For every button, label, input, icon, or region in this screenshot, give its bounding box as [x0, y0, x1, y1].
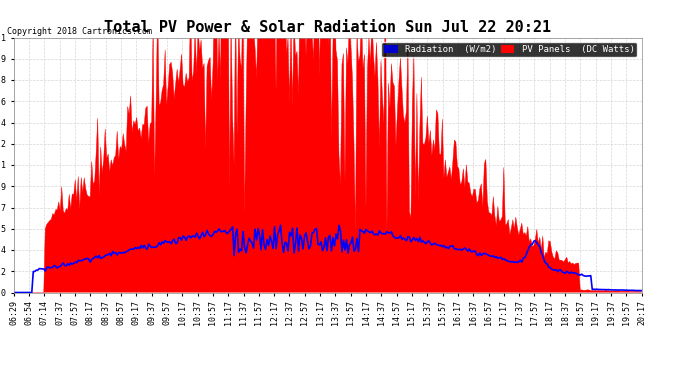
Legend: Radiation  (W/m2), PV Panels  (DC Watts): Radiation (W/m2), PV Panels (DC Watts)	[382, 42, 637, 57]
Text: Copyright 2018 Cartronics.com: Copyright 2018 Cartronics.com	[7, 27, 152, 36]
Title: Total PV Power & Solar Radiation Sun Jul 22 20:21: Total PV Power & Solar Radiation Sun Jul…	[104, 20, 551, 35]
